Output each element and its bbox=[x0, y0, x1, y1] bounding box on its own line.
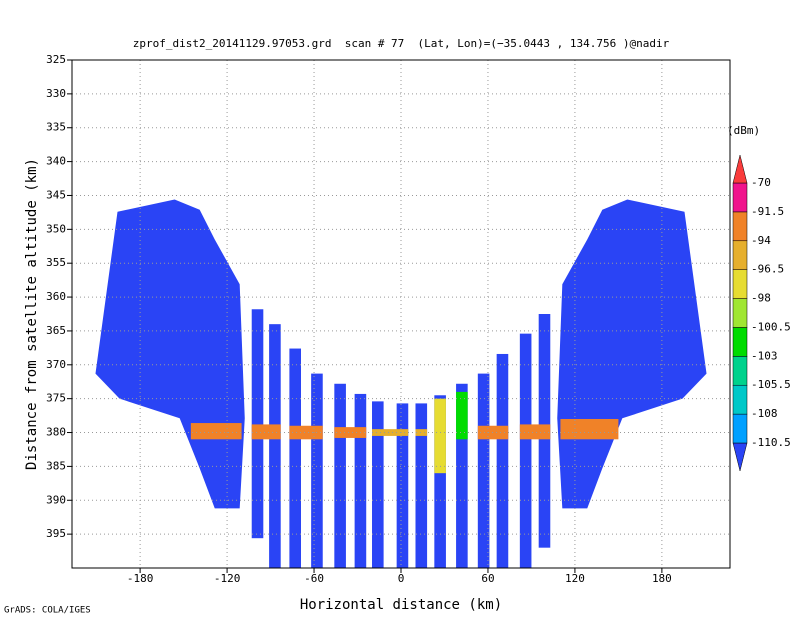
shaded-cell bbox=[477, 373, 490, 568]
colorbar-label: -100.5 bbox=[751, 320, 791, 333]
shaded-cell bbox=[289, 348, 301, 568]
colorbar-box bbox=[732, 356, 748, 386]
shaded-cell bbox=[434, 398, 446, 474]
shaded-cell bbox=[269, 324, 281, 568]
colorbar-triangle bbox=[732, 154, 748, 184]
y-tick-label: 370 bbox=[46, 358, 66, 371]
shaded-cell bbox=[372, 429, 409, 436]
colorbar-box bbox=[732, 240, 748, 270]
y-tick-label: 325 bbox=[46, 53, 66, 66]
y-tick-label: 350 bbox=[46, 222, 66, 235]
x-tick-label: -120 bbox=[214, 572, 241, 585]
y-axis-label: Distance from satellite altitude (km) bbox=[24, 158, 40, 470]
shaded-cell bbox=[477, 425, 509, 440]
y-tick-label: 375 bbox=[46, 392, 66, 405]
colorbar-box bbox=[732, 327, 748, 357]
colorbar-box bbox=[732, 269, 748, 299]
x-tick-label: 0 bbox=[398, 572, 405, 585]
x-axis-label: Horizontal distance (km) bbox=[300, 597, 502, 613]
colorbar-box bbox=[732, 413, 748, 444]
shaded-cell bbox=[415, 403, 428, 568]
shaded-cell bbox=[289, 425, 323, 440]
shaded-cell bbox=[496, 353, 509, 568]
shaded-cell bbox=[354, 393, 367, 568]
shaded-cell bbox=[519, 424, 551, 440]
y-tick-label: 335 bbox=[46, 121, 66, 134]
shaded-region bbox=[95, 199, 245, 509]
shaded-cell bbox=[560, 418, 619, 440]
colorbar-label: -98 bbox=[751, 292, 771, 305]
colorbar-box bbox=[732, 211, 748, 242]
y-tick-label: 395 bbox=[46, 527, 66, 540]
colorbar-label: -91.5 bbox=[751, 205, 784, 218]
y-tick-label: 360 bbox=[46, 290, 66, 303]
shaded-cell bbox=[519, 333, 532, 568]
shaded-cell bbox=[372, 401, 384, 568]
shaded-cell bbox=[415, 429, 428, 436]
colorbar-label: -105.5 bbox=[751, 378, 791, 391]
shaded-cell bbox=[251, 309, 264, 539]
footer: GrADS: COLA/IGES bbox=[4, 606, 91, 616]
colorbar-label: -110.5 bbox=[751, 436, 791, 449]
shaded-cell bbox=[434, 395, 446, 568]
colorbar-box bbox=[732, 384, 748, 415]
shaded-cell bbox=[396, 403, 409, 568]
shaded-region bbox=[557, 199, 707, 509]
colorbar-box bbox=[732, 182, 748, 213]
x-tick-label: 60 bbox=[481, 572, 494, 585]
shaded-cell bbox=[334, 383, 346, 568]
colorbar-label: -108 bbox=[751, 407, 778, 420]
shaded-cell bbox=[190, 423, 242, 440]
shaded-cell bbox=[251, 424, 281, 440]
colorbar-label: -94 bbox=[751, 234, 771, 247]
y-tick-label: 330 bbox=[46, 87, 66, 100]
shaded-cell bbox=[311, 373, 323, 568]
y-tick-label: 365 bbox=[46, 324, 66, 337]
y-tick-label: 340 bbox=[46, 155, 66, 168]
colorbar-label: -103 bbox=[751, 349, 778, 362]
y-tick-label: 390 bbox=[46, 493, 66, 506]
shaded-cell bbox=[456, 391, 468, 440]
shaded-cell bbox=[456, 383, 468, 568]
x-tick-label: -180 bbox=[127, 572, 154, 585]
y-tick-label: 385 bbox=[46, 459, 66, 472]
colorbar-triangle bbox=[732, 442, 748, 472]
colorbar-label: (dBm) bbox=[727, 124, 760, 137]
x-tick-label: 120 bbox=[565, 572, 585, 585]
y-tick-label: 345 bbox=[46, 188, 66, 201]
chart-title: zprof_dist2_20141129.97053.grd scan # 77… bbox=[133, 37, 670, 50]
x-tick-label: 180 bbox=[652, 572, 672, 585]
colorbar-box bbox=[732, 298, 748, 328]
colorbar-label: -70 bbox=[751, 176, 771, 189]
x-tick-label: -60 bbox=[304, 572, 324, 585]
shaded-cell bbox=[334, 427, 367, 438]
y-tick-label: 380 bbox=[46, 426, 66, 439]
y-tick-label: 355 bbox=[46, 256, 66, 269]
colorbar-label: -96.5 bbox=[751, 263, 784, 276]
